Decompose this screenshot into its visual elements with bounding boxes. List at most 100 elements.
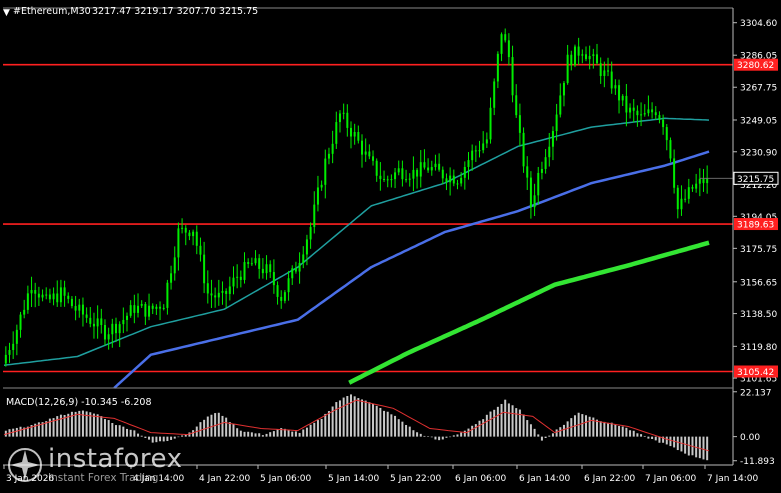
candle [555,103,558,141]
candle-body [456,183,459,185]
candle-body [85,314,88,318]
candle-body [665,127,668,141]
candle-body [423,162,426,168]
macd-histogram-bar [23,427,26,437]
candle-body [537,172,540,196]
macd-histogram-bar [133,430,136,437]
candle [151,303,154,315]
candle [397,160,400,176]
menu-triangle-icon[interactable]: ▼ [3,8,10,18]
moving-average-line-2 [348,240,710,385]
macd-histogram-bar [456,434,459,437]
candle [522,127,525,173]
candle [573,44,576,68]
candle-body [89,317,92,324]
candle [577,37,580,65]
macd-histogram-bar [155,436,158,443]
macd-histogram-bar [485,414,488,437]
candle [471,144,474,171]
candle-body [23,309,26,315]
candle [496,51,499,89]
macd-histogram-bar [607,422,610,437]
candle [357,125,360,144]
macd-histogram-bar [324,413,327,437]
candle-body [386,179,389,181]
candle [294,261,297,274]
macd-histogram-bar [129,429,132,437]
macd-histogram-bar [316,420,319,437]
candle [405,169,408,183]
macd-histogram-bar [504,399,507,437]
candle [34,282,37,308]
candle-body [434,163,437,168]
candle-body [599,63,602,76]
candle-body [438,163,441,170]
candle-body [338,113,341,123]
macd-histogram-bar [298,432,301,437]
candle [489,97,492,144]
macd-histogram-bar [397,419,400,437]
macd-histogram-bar [56,416,59,437]
candle [441,166,444,185]
candle-body [357,132,360,141]
candle-body [654,112,657,116]
macd-histogram-bar [331,406,334,437]
macd-histogram-bar [390,414,393,437]
candle [647,95,650,117]
candle-body [258,258,261,269]
candle-body [353,132,356,137]
candle-body [159,306,162,309]
candle-body [669,140,672,159]
candle-body [298,262,301,272]
candle-body [441,169,444,179]
macd-histogram-bar [92,413,95,437]
candle [331,130,334,164]
candle [166,279,169,315]
macd-histogram-bar [19,426,22,437]
candle [283,290,286,304]
candle [640,102,643,127]
macd-histogram-bar [81,410,84,437]
macd-histogram-bar [555,429,558,437]
macd-histogram-bar [305,427,308,437]
macd-histogram-bar [368,402,371,437]
candle [320,180,323,191]
candle-body [107,334,110,340]
macd-histogram-bar [383,410,386,437]
macd-histogram-bar [258,433,261,437]
candle-body [63,287,66,296]
macd-histogram-bar [361,399,364,437]
candle [427,158,430,173]
candle [562,81,565,107]
candle [669,137,672,163]
candle [482,131,485,154]
candle-body [507,40,510,58]
candle-body [676,187,679,210]
candle-body [170,273,173,283]
candle [372,150,375,166]
candle [225,288,228,308]
candle-body [588,56,591,60]
macd-histogram-bar [41,422,44,437]
candle-body [515,95,518,116]
candle [100,308,103,334]
candle-body [144,303,147,317]
candle-body [383,178,386,180]
candle [122,307,125,334]
candle [507,33,510,66]
candle [511,45,514,103]
candle-body [478,150,481,152]
candle [324,149,327,199]
candle-body [214,295,217,298]
level-badge-label: 3189.63 [737,221,774,231]
candle-body [96,318,99,327]
candle-body [173,257,176,274]
macd-histogram-bar [52,418,55,437]
macd-histogram-bar [111,422,114,437]
candle [305,234,308,266]
candle [584,46,587,62]
candle-body [544,157,547,169]
candle-body [335,122,338,144]
